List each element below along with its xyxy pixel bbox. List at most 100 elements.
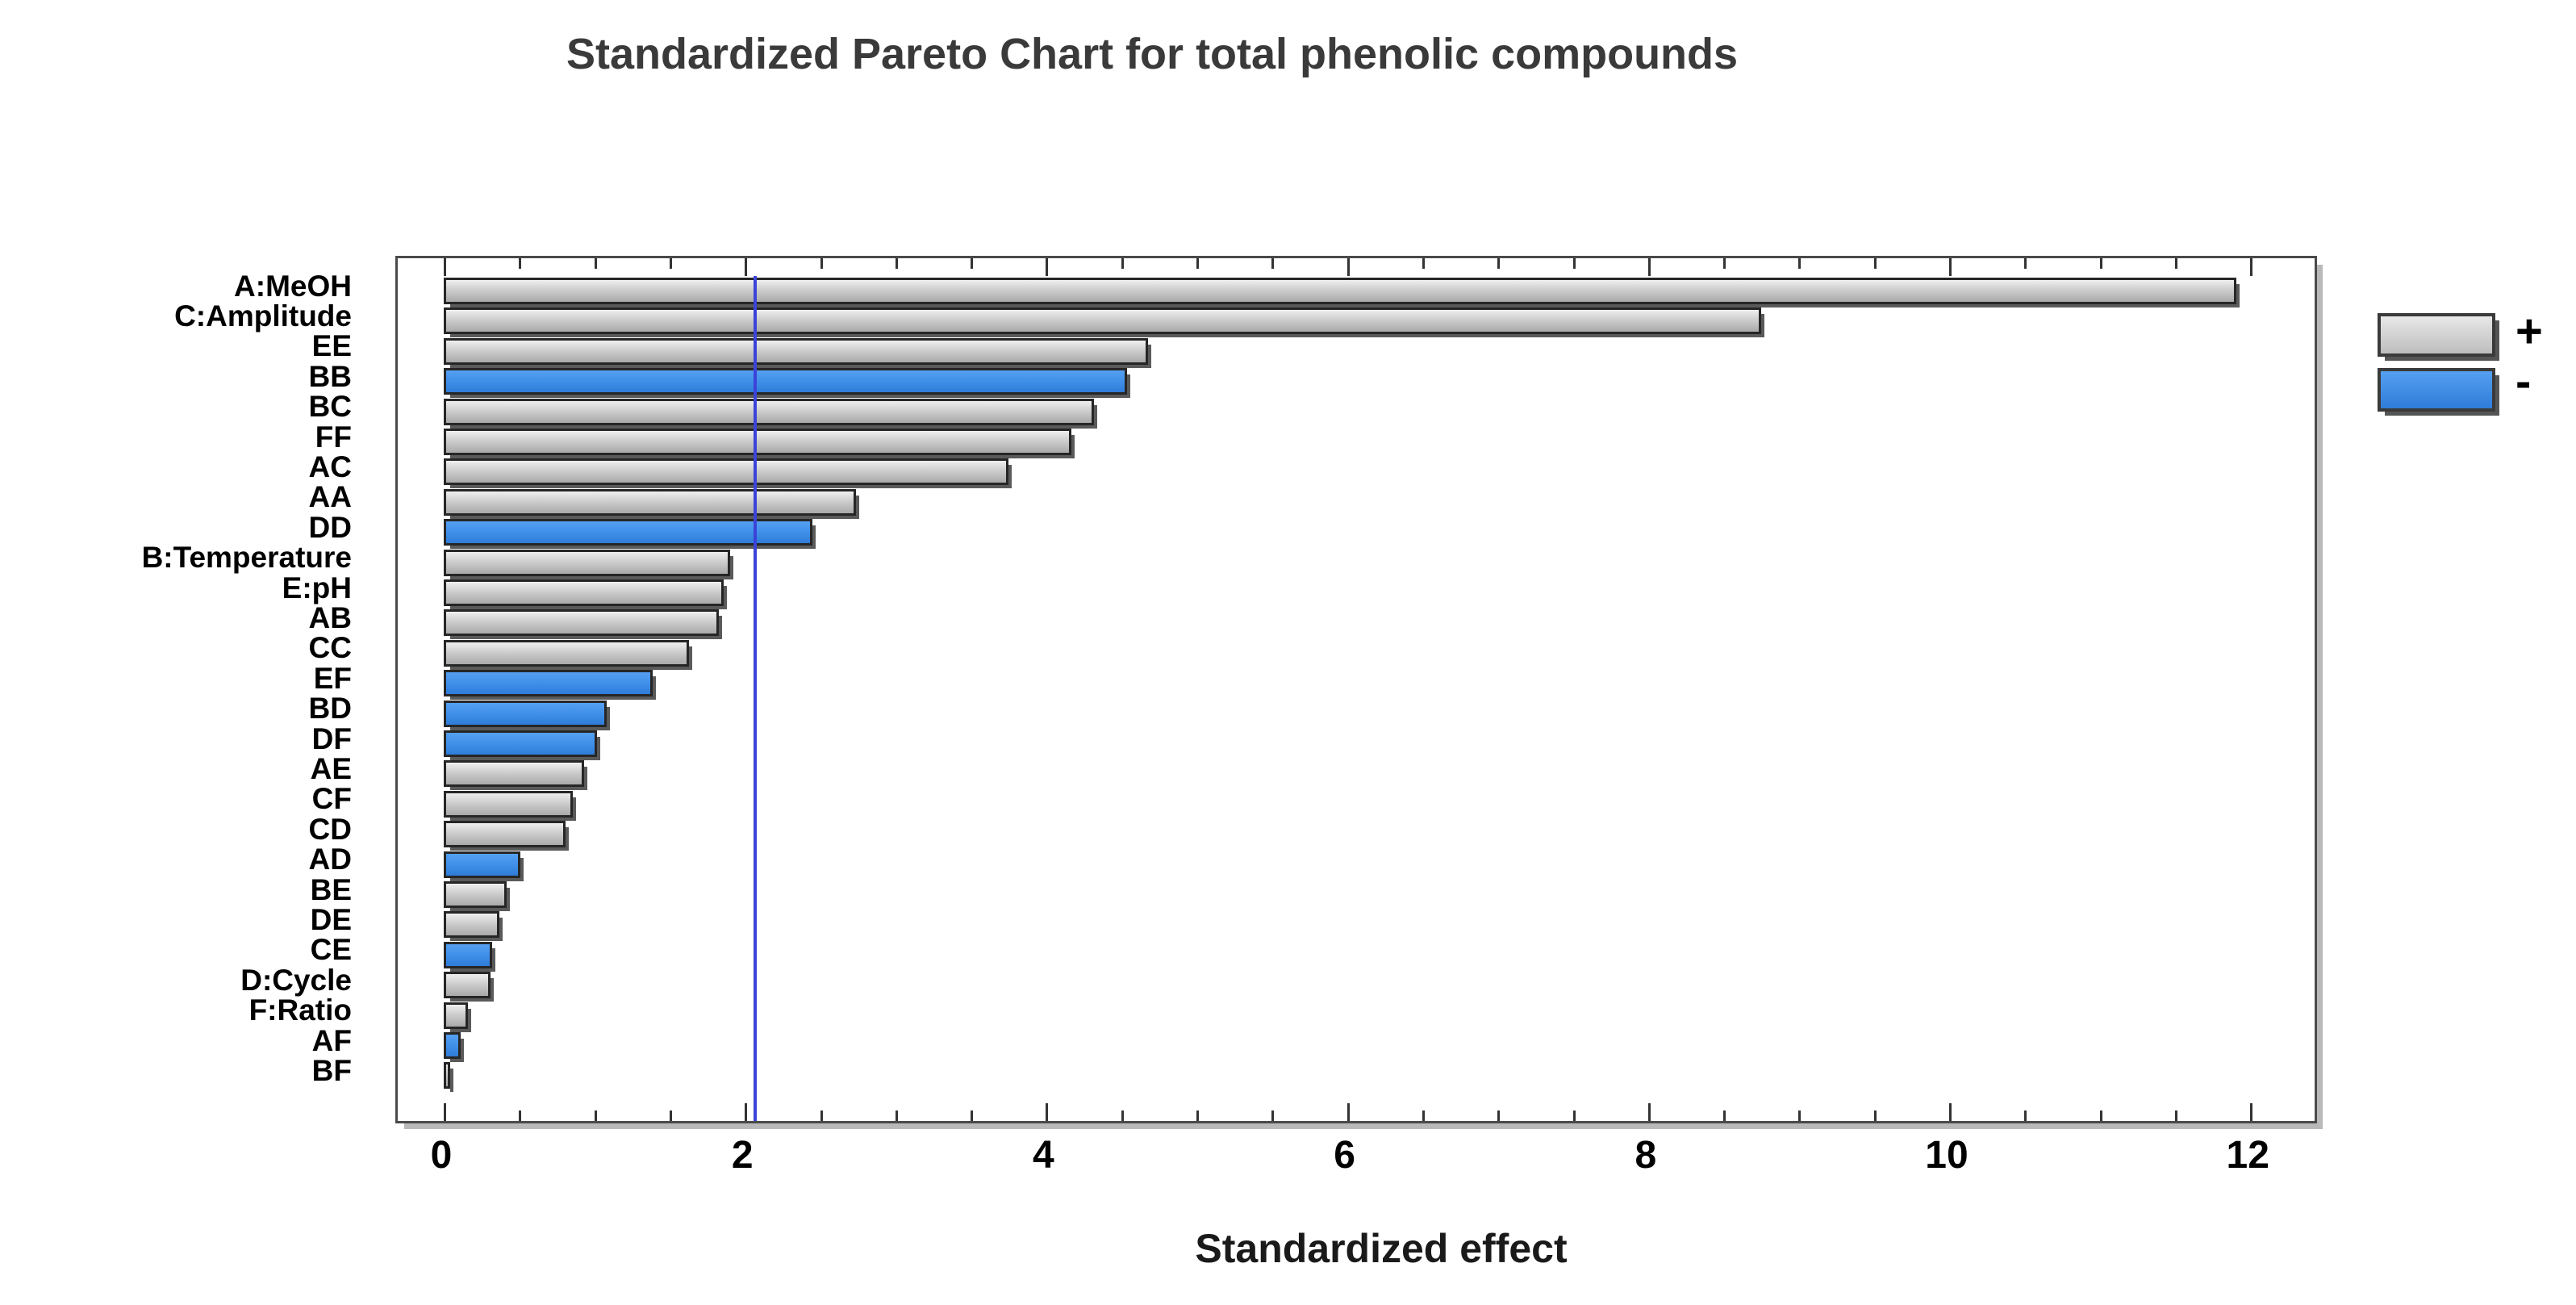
pareto-bar-EE	[444, 337, 1149, 365]
category-label-AE: AE	[310, 751, 352, 785]
minor-tick	[971, 258, 974, 269]
minor-tick	[1572, 258, 1576, 269]
pareto-bar-D:Cycle	[444, 972, 491, 999]
minor-tick	[1271, 258, 1275, 269]
category-label-F:Ratio: F:Ratio	[248, 993, 352, 1027]
minor-tick	[2099, 1111, 2102, 1121]
minor-tick	[594, 1111, 597, 1121]
pareto-bar-BF	[444, 1062, 450, 1090]
minor-tick	[1798, 1111, 1802, 1121]
category-label-E:pH: E:pH	[282, 571, 352, 604]
category-label-DD: DD	[308, 510, 352, 544]
chart-title: Standardized Pareto Chart for total phen…	[566, 30, 1739, 78]
pareto-bar-DF	[444, 730, 598, 757]
minor-tick	[971, 1111, 974, 1121]
minor-tick	[519, 1111, 522, 1121]
minor-tick	[1121, 1111, 1124, 1121]
pareto-bar-CF	[444, 790, 574, 818]
category-label-B:Temperature: B:Temperature	[141, 541, 352, 575]
category-label-AD: AD	[308, 843, 352, 876]
minor-tick	[1873, 258, 1877, 269]
minor-tick	[1723, 1111, 1726, 1121]
minor-tick	[519, 258, 522, 269]
x-tick-label-8: 8	[1635, 1134, 1657, 1177]
major-tick	[1647, 1103, 1651, 1121]
category-label-AF: AF	[311, 1023, 352, 1057]
major-tick	[1346, 258, 1350, 276]
minor-tick	[895, 258, 898, 269]
category-label-CE: CE	[310, 933, 352, 967]
pareto-bar-AB	[444, 609, 720, 637]
legend-negative-swatch	[2378, 368, 2495, 412]
pareto-bar-A:MeOH	[444, 278, 2237, 304]
minor-tick	[1422, 258, 1425, 269]
pareto-bar-AC	[444, 458, 1008, 486]
category-label-A:MeOH: A:MeOH	[234, 269, 352, 303]
minor-tick	[594, 258, 597, 269]
minor-tick	[669, 258, 672, 269]
category-label-BF: BF	[311, 1053, 352, 1087]
minor-tick	[669, 1111, 672, 1121]
category-label-BB: BB	[308, 359, 352, 393]
plot-area	[395, 256, 2317, 1123]
pareto-bar-AF	[444, 1032, 461, 1059]
category-label-AB: AB	[308, 600, 352, 634]
minor-tick	[1196, 258, 1199, 269]
legend-positive-label: +	[2515, 305, 2543, 358]
minor-tick	[2099, 258, 2102, 269]
pareto-bar-AE	[444, 760, 584, 788]
pareto-bar-DE	[444, 911, 500, 939]
category-label-CD: CD	[308, 812, 352, 846]
category-label-AC: AC	[308, 450, 352, 483]
legend-negative-label: -	[2515, 355, 2532, 408]
category-label-BD: BD	[308, 692, 352, 726]
minor-tick	[1196, 1111, 1199, 1121]
pareto-bar-C:Amplitude	[444, 307, 1761, 335]
x-tick-label-12: 12	[2226, 1134, 2269, 1177]
category-label-EE: EE	[311, 329, 352, 363]
minor-tick	[2024, 1111, 2027, 1121]
legend-positive-swatch	[2378, 313, 2495, 357]
minor-tick	[2174, 258, 2177, 269]
major-tick	[2250, 1103, 2253, 1121]
minor-tick	[820, 1111, 823, 1121]
category-label-CF: CF	[311, 782, 352, 816]
major-tick	[1046, 1103, 1049, 1121]
major-tick	[1949, 1103, 1952, 1121]
x-tick-label-6: 6	[1334, 1134, 1355, 1177]
major-tick	[1346, 1103, 1350, 1121]
category-label-C:Amplitude: C:Amplitude	[174, 299, 352, 333]
pareto-bar-F:Ratio	[444, 1002, 468, 1029]
x-tick-label-2: 2	[731, 1134, 754, 1177]
pareto-bar-BD	[444, 700, 607, 727]
pareto-bar-BE	[444, 881, 507, 908]
major-tick	[2250, 258, 2253, 276]
pareto-bar-BB	[444, 368, 1128, 395]
minor-tick	[1271, 1111, 1275, 1121]
minor-tick	[820, 258, 823, 269]
x-tick-label-4: 4	[1033, 1134, 1054, 1177]
major-tick	[444, 258, 446, 276]
minor-tick	[2024, 258, 2027, 269]
minor-tick	[1497, 258, 1501, 269]
pareto-bar-B:Temperature	[444, 549, 730, 576]
minor-tick	[2174, 1111, 2177, 1121]
pareto-bar-AD	[444, 851, 521, 878]
pareto-bar-CD	[444, 821, 566, 848]
pareto-bar-EF	[444, 670, 653, 697]
pareto-bar-BC	[444, 398, 1095, 425]
x-tick-label-10: 10	[1925, 1134, 1969, 1177]
minor-tick	[1572, 1111, 1576, 1121]
major-tick	[444, 1103, 446, 1121]
major-tick	[745, 1103, 748, 1121]
pareto-bar-CC	[444, 639, 690, 667]
major-tick	[1046, 258, 1049, 276]
minor-tick	[1873, 1111, 1877, 1121]
x-axis-title: Standardized effect	[1195, 1226, 1568, 1271]
minor-tick	[1798, 258, 1802, 269]
category-label-D:Cycle: D:Cycle	[240, 963, 352, 997]
pareto-bar-CE	[444, 941, 492, 968]
critical-value-line	[754, 276, 758, 1121]
major-tick	[745, 258, 748, 276]
category-label-DF: DF	[311, 722, 352, 755]
